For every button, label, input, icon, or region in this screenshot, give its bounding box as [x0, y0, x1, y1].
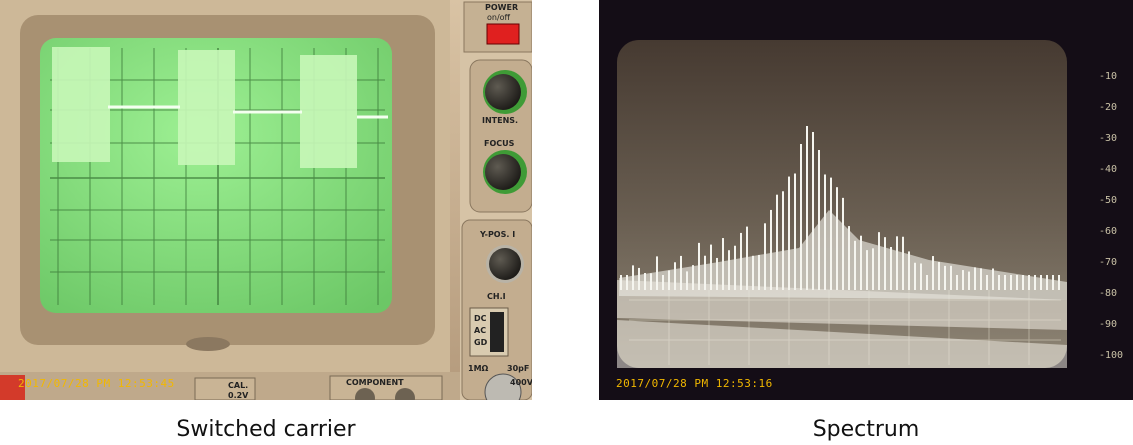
bnc-connector: [484, 373, 522, 400]
db-scale-label: -70: [1099, 257, 1118, 268]
power-sublabel: on/off: [487, 13, 511, 22]
screen-reflection: [186, 337, 230, 351]
capacitance-label: 30pF: [507, 364, 530, 373]
intens-knob[interactable]: [485, 74, 521, 110]
coupling-dc-label: DC: [474, 314, 487, 323]
power-button[interactable]: [486, 23, 520, 45]
photo-timestamp: 2017/07/28 PM 12:53:16: [616, 377, 773, 390]
spectrum-photo: -10 -20 -30 -40 -50 -60 -70 -80 -90 -100…: [599, 0, 1133, 400]
cal-value: 0.2V: [228, 391, 249, 400]
intens-label: INTENS.: [482, 116, 519, 125]
db-scale-label: -50: [1099, 195, 1118, 206]
cal-label: CAL.: [228, 381, 249, 390]
db-scale-label: -10: [1099, 71, 1118, 82]
component-label: COMPONENT: [346, 378, 404, 387]
db-scale-label: -20: [1099, 102, 1118, 113]
coupling-gd-label: GD: [474, 338, 488, 347]
coupling-switch[interactable]: [490, 312, 504, 352]
caption-spectrum: Spectrum: [812, 417, 920, 442]
db-scale-label: -30: [1099, 133, 1118, 144]
focus-knob[interactable]: [485, 154, 521, 190]
photo-timestamp: 2017/07/28 PM 12:53:45: [18, 377, 175, 390]
channel-label: CH.I: [487, 292, 506, 301]
ypos-label: Y-POS. I: [480, 230, 516, 239]
db-scale-label: -80: [1099, 288, 1118, 299]
spectrum-drawing: [599, 0, 1133, 400]
off-trace: [108, 105, 388, 119]
caption-switched-carrier: Switched carrier: [176, 417, 356, 442]
power-label: POWER: [485, 3, 519, 12]
db-scale-label: -100: [1099, 350, 1124, 361]
coupling-ac-label: AC: [474, 326, 487, 335]
voltage-label: 400V: [510, 378, 532, 387]
impedance-label: 1MΩ: [468, 364, 489, 373]
db-scale-label: -60: [1099, 226, 1118, 237]
db-scale-label: -90: [1099, 319, 1118, 330]
carrier-bursts: [52, 47, 357, 168]
focus-label: FOCUS: [484, 139, 515, 148]
ypos-knob[interactable]: [489, 248, 521, 280]
oscilloscope-photo: POWER on/off INTENS. FOCUS Y-POS. I CH.I…: [0, 0, 532, 400]
oscilloscope-drawing: [0, 0, 532, 400]
spectral-lines: [620, 126, 1060, 290]
db-scale-label: -40: [1099, 164, 1118, 175]
